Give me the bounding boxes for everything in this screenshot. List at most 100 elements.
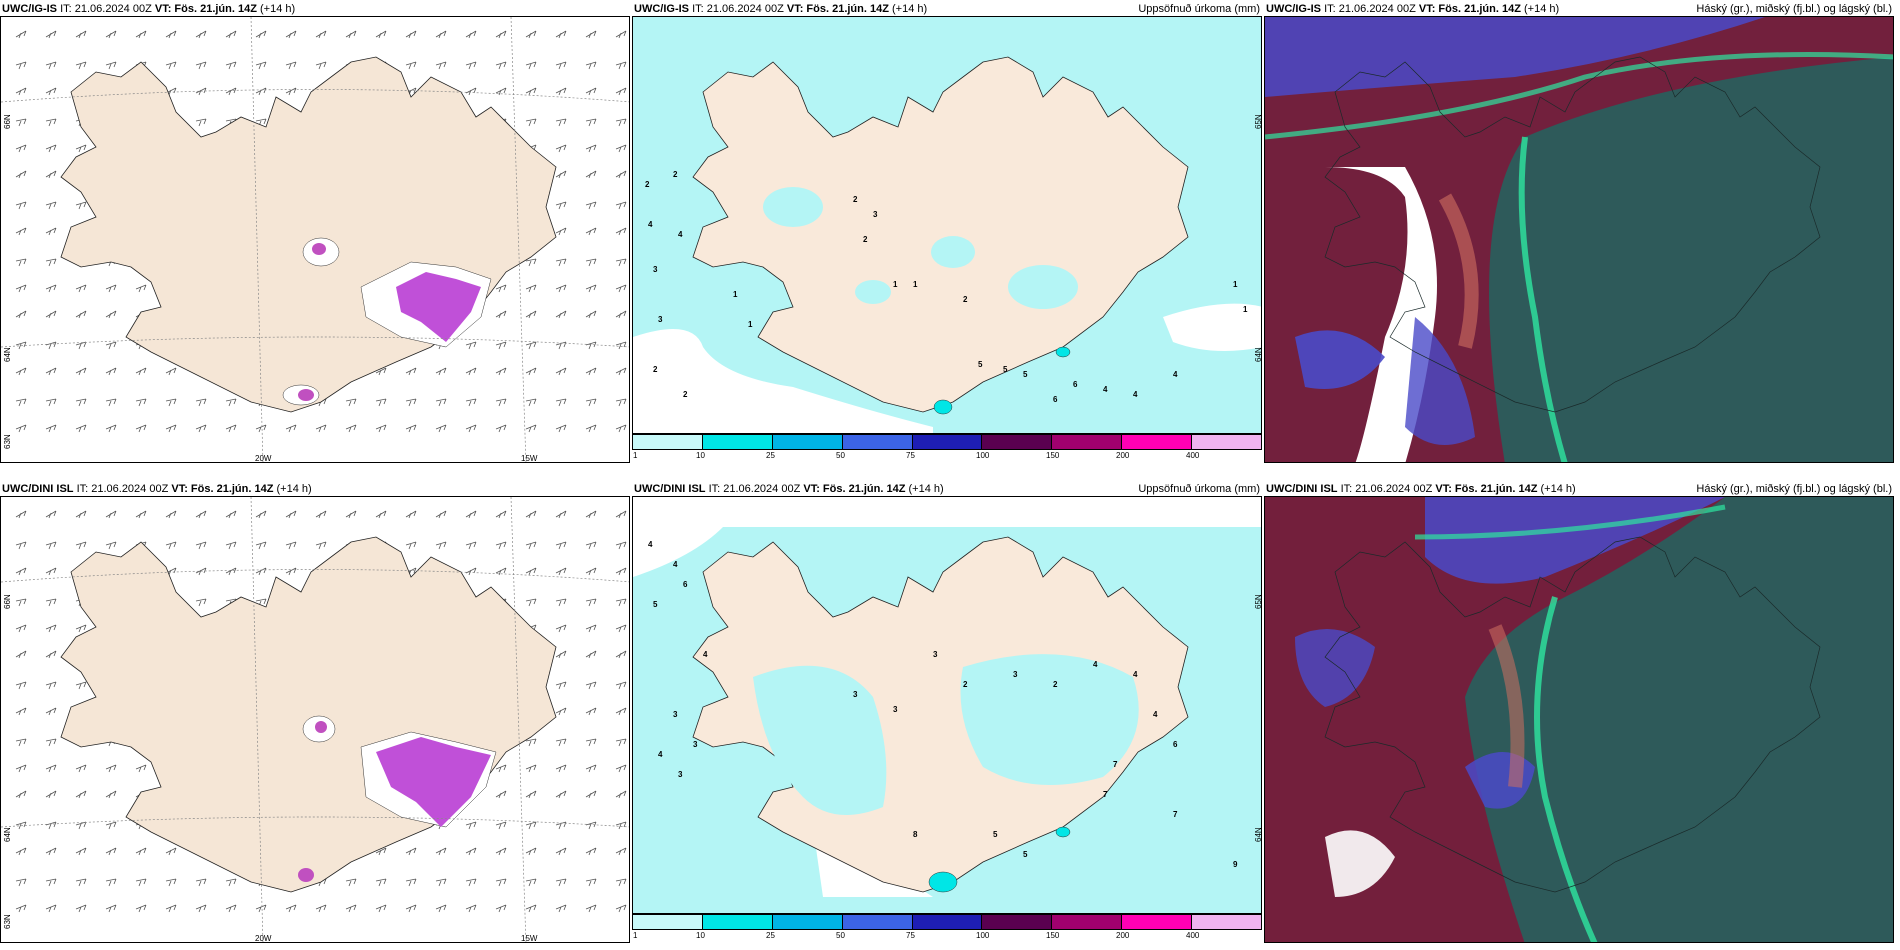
wind-barb: [435, 847, 447, 856]
precip-value: 5: [978, 360, 983, 369]
wind-barb: [105, 904, 117, 913]
precip-value: 7: [1113, 760, 1118, 769]
wind-barb: [435, 61, 447, 70]
wind-barb: [555, 310, 567, 319]
precip-title: Uppsöfnuð úrkoma (mm): [1138, 3, 1260, 15]
wind-map[interactable]: 66N 64N 63N 20W 15W: [0, 496, 630, 943]
wind-barb: [615, 341, 627, 350]
wind-barb: [135, 764, 147, 773]
wind-barb: [75, 821, 87, 830]
wind-barb: [435, 424, 447, 433]
precip-value: 5: [1023, 370, 1028, 379]
wind-barb: [75, 790, 87, 799]
wind-barb: [405, 510, 417, 519]
wind-barb: [105, 30, 117, 39]
wind-barb: [75, 201, 87, 210]
valid-time: VT: Fös. 21.jún. 14Z: [1418, 3, 1521, 15]
wind-barb: [45, 567, 57, 576]
colorbar-segment: [912, 435, 983, 449]
wind-barb: [45, 30, 57, 39]
precip-value: 2: [963, 680, 968, 689]
precip-map[interactable]: 4 4 6 5 4 3 3 4 3 3 3 3 2 3 2 4 4 4 6 7 7 7 9 8 5 5 65N 64N: [632, 496, 1262, 914]
wind-barb: [465, 61, 477, 70]
cloud-map-canvas: [1265, 497, 1893, 942]
wind-barb: [405, 61, 417, 70]
cloud-title: Háský (gr.), miðský (fj.bl.) og lágský (…: [1696, 3, 1892, 15]
wind-barb: [615, 541, 627, 550]
wind-barb: [495, 367, 507, 376]
wind-barb: [45, 61, 57, 70]
colorbar-tick-label: 100: [976, 931, 990, 940]
wind-barb: [375, 847, 387, 856]
colorbar-segment: [1122, 915, 1193, 929]
wind-barb: [495, 61, 507, 70]
wind-barb: [615, 170, 627, 179]
wind-barb: [585, 341, 597, 350]
precip-value: 2: [673, 170, 678, 179]
wind-barb: [75, 144, 87, 153]
precip-value: 1: [893, 280, 898, 289]
wind-map[interactable]: 66N 64N 63N 20W 15W: [0, 16, 630, 463]
lead-time: (+14 h): [276, 483, 312, 495]
iceland-outline: [1324, 56, 1821, 413]
wind-barb: [15, 227, 27, 236]
wind-barb: [375, 398, 387, 407]
wind-barb: [615, 738, 627, 747]
wind-barb: [585, 681, 597, 690]
lat-label: 64N: [1254, 827, 1262, 842]
wind-barb: [195, 878, 207, 887]
precip-value: 5: [993, 830, 998, 839]
cloud-panel-top: UWC/IG-IS IT: 21.06.2024 00Z VT: Fös. 21…: [1264, 0, 1896, 470]
wind-barb: [165, 541, 177, 550]
wind-barb: [165, 510, 177, 519]
precip-patches: [298, 715, 497, 882]
precip-value: 4: [678, 230, 683, 239]
precip-value: 5: [1023, 850, 1028, 859]
wind-barb: [555, 398, 567, 407]
wind-barb: [45, 284, 57, 293]
precip-values: 4 4 6 5 4 3 3 4 3 3 3 3 2 3 2 4 4 4 6 7 7 7 9 8 5 5: [648, 540, 1238, 869]
wind-barb: [105, 790, 117, 799]
precip-value: 2: [863, 235, 868, 244]
wind-barb: [525, 847, 537, 856]
wind-barb: [495, 567, 507, 576]
precip-map[interactable]: 2 2 4 4 3 3 2 2 1 1 2 1 1 2 5 5 5 6 6 4 4 4 1 1 3 2 65N 64N: [632, 16, 1262, 434]
model-name: UWC/IG-IS: [634, 3, 689, 15]
wind-barb: [165, 367, 177, 376]
lead-time: (+14 h): [908, 483, 944, 495]
colorbar-segment: [633, 435, 703, 449]
wind-barb: [105, 284, 117, 293]
wind-barb: [225, 61, 237, 70]
precip-value: 4: [1153, 710, 1158, 719]
wind-barb: [585, 30, 597, 39]
cloud-panel-bottom: UWC/DINI ISL IT: 21.06.2024 00Z VT: Fös.…: [1264, 480, 1896, 950]
wind-barb: [495, 847, 507, 856]
precip-panel-bottom: UWC/DINI ISL IT: 21.06.2024 00Z VT: Fös.…: [632, 480, 1264, 950]
wind-barb: [15, 367, 27, 376]
wind-barb: [135, 847, 147, 856]
wind-barb: [615, 284, 627, 293]
wind-barb: [525, 30, 537, 39]
wind-barb: [165, 398, 177, 407]
cloud-map[interactable]: [1264, 16, 1894, 463]
wind-barb: [405, 398, 417, 407]
precip-value: 6: [1053, 395, 1058, 404]
colorbar-ticks: 1 10 25 50 75 100 150 200 400: [632, 451, 1262, 461]
colorbar-tick-label: 1: [633, 451, 638, 460]
colorbar-tick-label: 75: [906, 931, 915, 940]
wind-barb: [15, 790, 27, 799]
valid-time: VT: Fös. 21.jún. 14Z: [1435, 483, 1538, 495]
precip-value: 2: [1053, 680, 1058, 689]
panel-header: UWC/DINI ISL IT: 21.06.2024 00Z VT: Fös.…: [2, 483, 312, 495]
wind-barb: [315, 61, 327, 70]
precip-value: 4: [1133, 390, 1138, 399]
colorbar-tick-label: 400: [1186, 451, 1200, 460]
wind-barb: [45, 424, 57, 433]
wind-barb: [555, 681, 567, 690]
wind-barb: [195, 904, 207, 913]
colorbar-segment: [912, 915, 983, 929]
wind-barb: [615, 821, 627, 830]
wind-barb: [285, 567, 297, 576]
colorbar: [632, 914, 1262, 930]
cloud-map[interactable]: [1264, 496, 1894, 943]
